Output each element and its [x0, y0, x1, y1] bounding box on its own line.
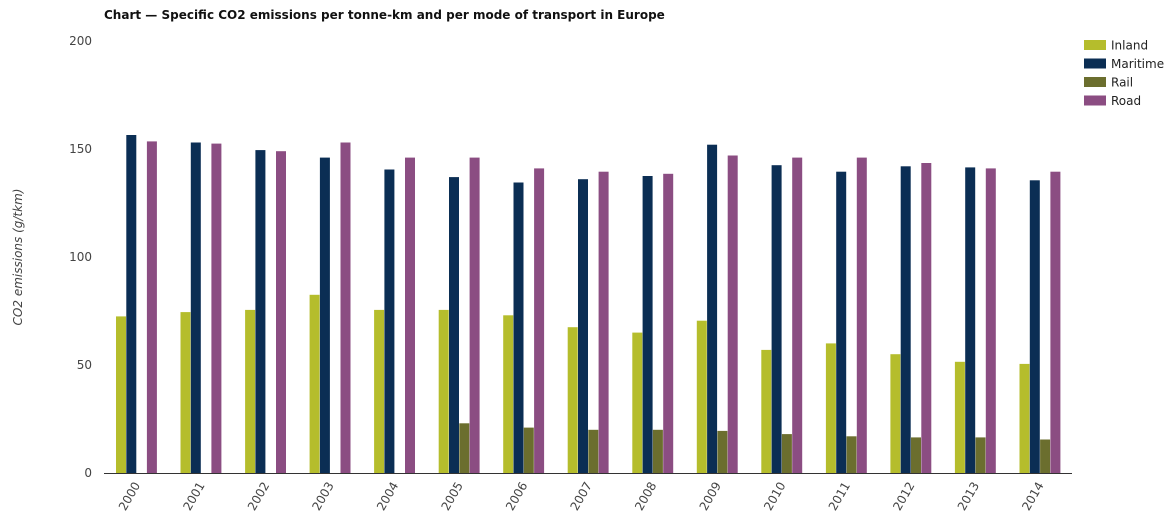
bar-rail-2006[interactable] — [523, 427, 534, 473]
bar-road-2003[interactable] — [340, 142, 351, 474]
bar-maritime-2002[interactable] — [255, 150, 266, 473]
x-tick-label: 2013 — [955, 480, 982, 513]
bar-rail-2014[interactable] — [1040, 439, 1051, 474]
bar-inland-2007[interactable] — [567, 327, 578, 473]
x-tick-label: 2006 — [503, 480, 530, 513]
bar-rail-2007[interactable] — [588, 429, 599, 473]
legend-item-road[interactable]: Road — [1084, 94, 1141, 108]
bar-road-2012[interactable] — [921, 163, 932, 473]
bar-road-2005[interactable] — [469, 157, 480, 473]
legend-swatch — [1084, 40, 1106, 50]
x-tick-label: 2010 — [761, 480, 788, 513]
x-tick-label: 2002 — [245, 480, 272, 513]
bar-road-2001[interactable] — [211, 143, 222, 473]
bar-inland-2010[interactable] — [761, 349, 772, 473]
x-tick-label: 2009 — [697, 480, 724, 513]
x-tick-label: 2004 — [374, 480, 401, 513]
bar-road-2006[interactable] — [534, 168, 545, 473]
bar-maritime-2001[interactable] — [190, 142, 201, 474]
legend-label: Road — [1111, 94, 1141, 108]
bar-road-2014[interactable] — [1050, 171, 1061, 473]
bar-inland-2009[interactable] — [696, 320, 707, 473]
y-axis-title: CO2 emissions (g/tkm) — [11, 189, 25, 326]
bar-inland-2005[interactable] — [438, 309, 449, 473]
bar-maritime-2012[interactable] — [900, 166, 911, 474]
bar-maritime-2010[interactable] — [771, 165, 782, 473]
bar-rail-2008[interactable] — [652, 429, 663, 473]
bar-maritime-2005[interactable] — [449, 177, 459, 473]
bar-maritime-2013[interactable] — [965, 167, 976, 473]
bar-maritime-2014[interactable] — [1029, 180, 1040, 474]
x-tick-label: 2014 — [1019, 480, 1046, 513]
legend-label: Rail — [1111, 76, 1133, 90]
bar-inland-2013[interactable] — [954, 361, 965, 473]
bar-rail-2011[interactable] — [846, 436, 857, 473]
bar-road-2013[interactable] — [985, 168, 996, 473]
bar-maritime-2011[interactable] — [836, 171, 847, 473]
bar-road-2011[interactable] — [856, 157, 867, 473]
bar-road-2002[interactable] — [276, 151, 286, 473]
bar-road-2000[interactable] — [146, 141, 157, 473]
bar-maritime-2007[interactable] — [578, 179, 588, 473]
legend-item-rail[interactable]: Rail — [1084, 76, 1133, 90]
bar-road-2004[interactable] — [405, 157, 415, 473]
bar-road-2008[interactable] — [663, 173, 674, 474]
bar-maritime-2003[interactable] — [319, 157, 330, 473]
x-tick-label: 2000 — [116, 480, 143, 513]
x-tick-label: 2001 — [180, 480, 207, 513]
bar-maritime-2004[interactable] — [384, 169, 395, 474]
bar-inland-2000[interactable] — [116, 316, 126, 473]
bar-maritime-2008[interactable] — [642, 176, 653, 473]
bar-road-2009[interactable] — [727, 155, 738, 474]
bar-maritime-2009[interactable] — [707, 144, 718, 473]
chart-title: Chart — Specific CO2 emissions per tonne… — [104, 8, 665, 22]
x-tick-label: 2012 — [890, 480, 917, 513]
y-tick-label: 0 — [84, 466, 92, 480]
legend-item-maritime[interactable]: Maritime — [1084, 57, 1164, 71]
bar-inland-2002[interactable] — [245, 309, 256, 473]
bar-rail-2013[interactable] — [975, 437, 986, 473]
y-tick-label: 100 — [69, 250, 92, 264]
bar-road-2010[interactable] — [792, 157, 803, 473]
bar-rail-2010[interactable] — [781, 434, 792, 473]
legend-label: Maritime — [1111, 57, 1164, 71]
bar-maritime-2000[interactable] — [126, 135, 137, 473]
bar-inland-2004[interactable] — [374, 309, 385, 473]
bar-rail-2009[interactable] — [717, 430, 728, 473]
bar-inland-2011[interactable] — [825, 343, 836, 473]
x-tick-label: 2007 — [568, 480, 595, 513]
y-tick-label: 50 — [77, 358, 92, 372]
bar-inland-2012[interactable] — [890, 354, 901, 473]
bar-rail-2005[interactable] — [459, 423, 470, 473]
bar-inland-2006[interactable] — [503, 315, 514, 473]
x-tick-label: 2005 — [438, 480, 465, 513]
bar-rail-2012[interactable] — [911, 437, 921, 473]
legend-swatch — [1084, 58, 1106, 69]
bar-inland-2014[interactable] — [1019, 363, 1030, 473]
x-tick-label: 2008 — [632, 480, 659, 513]
legend-item-inland[interactable]: Inland — [1084, 39, 1148, 53]
x-tick-label: 2003 — [309, 480, 336, 513]
y-tick-label: 200 — [69, 34, 92, 48]
bar-inland-2008[interactable] — [632, 332, 643, 473]
legend-swatch — [1084, 77, 1106, 87]
bar-maritime-2006[interactable] — [513, 182, 524, 474]
bar-road-2007[interactable] — [598, 171, 609, 473]
y-tick-label: 150 — [69, 142, 92, 156]
bar-inland-2001[interactable] — [180, 312, 191, 473]
x-tick-label: 2011 — [826, 480, 853, 513]
legend-swatch — [1084, 95, 1106, 106]
bar-inland-2003[interactable] — [309, 294, 320, 473]
legend-label: Inland — [1111, 39, 1148, 53]
